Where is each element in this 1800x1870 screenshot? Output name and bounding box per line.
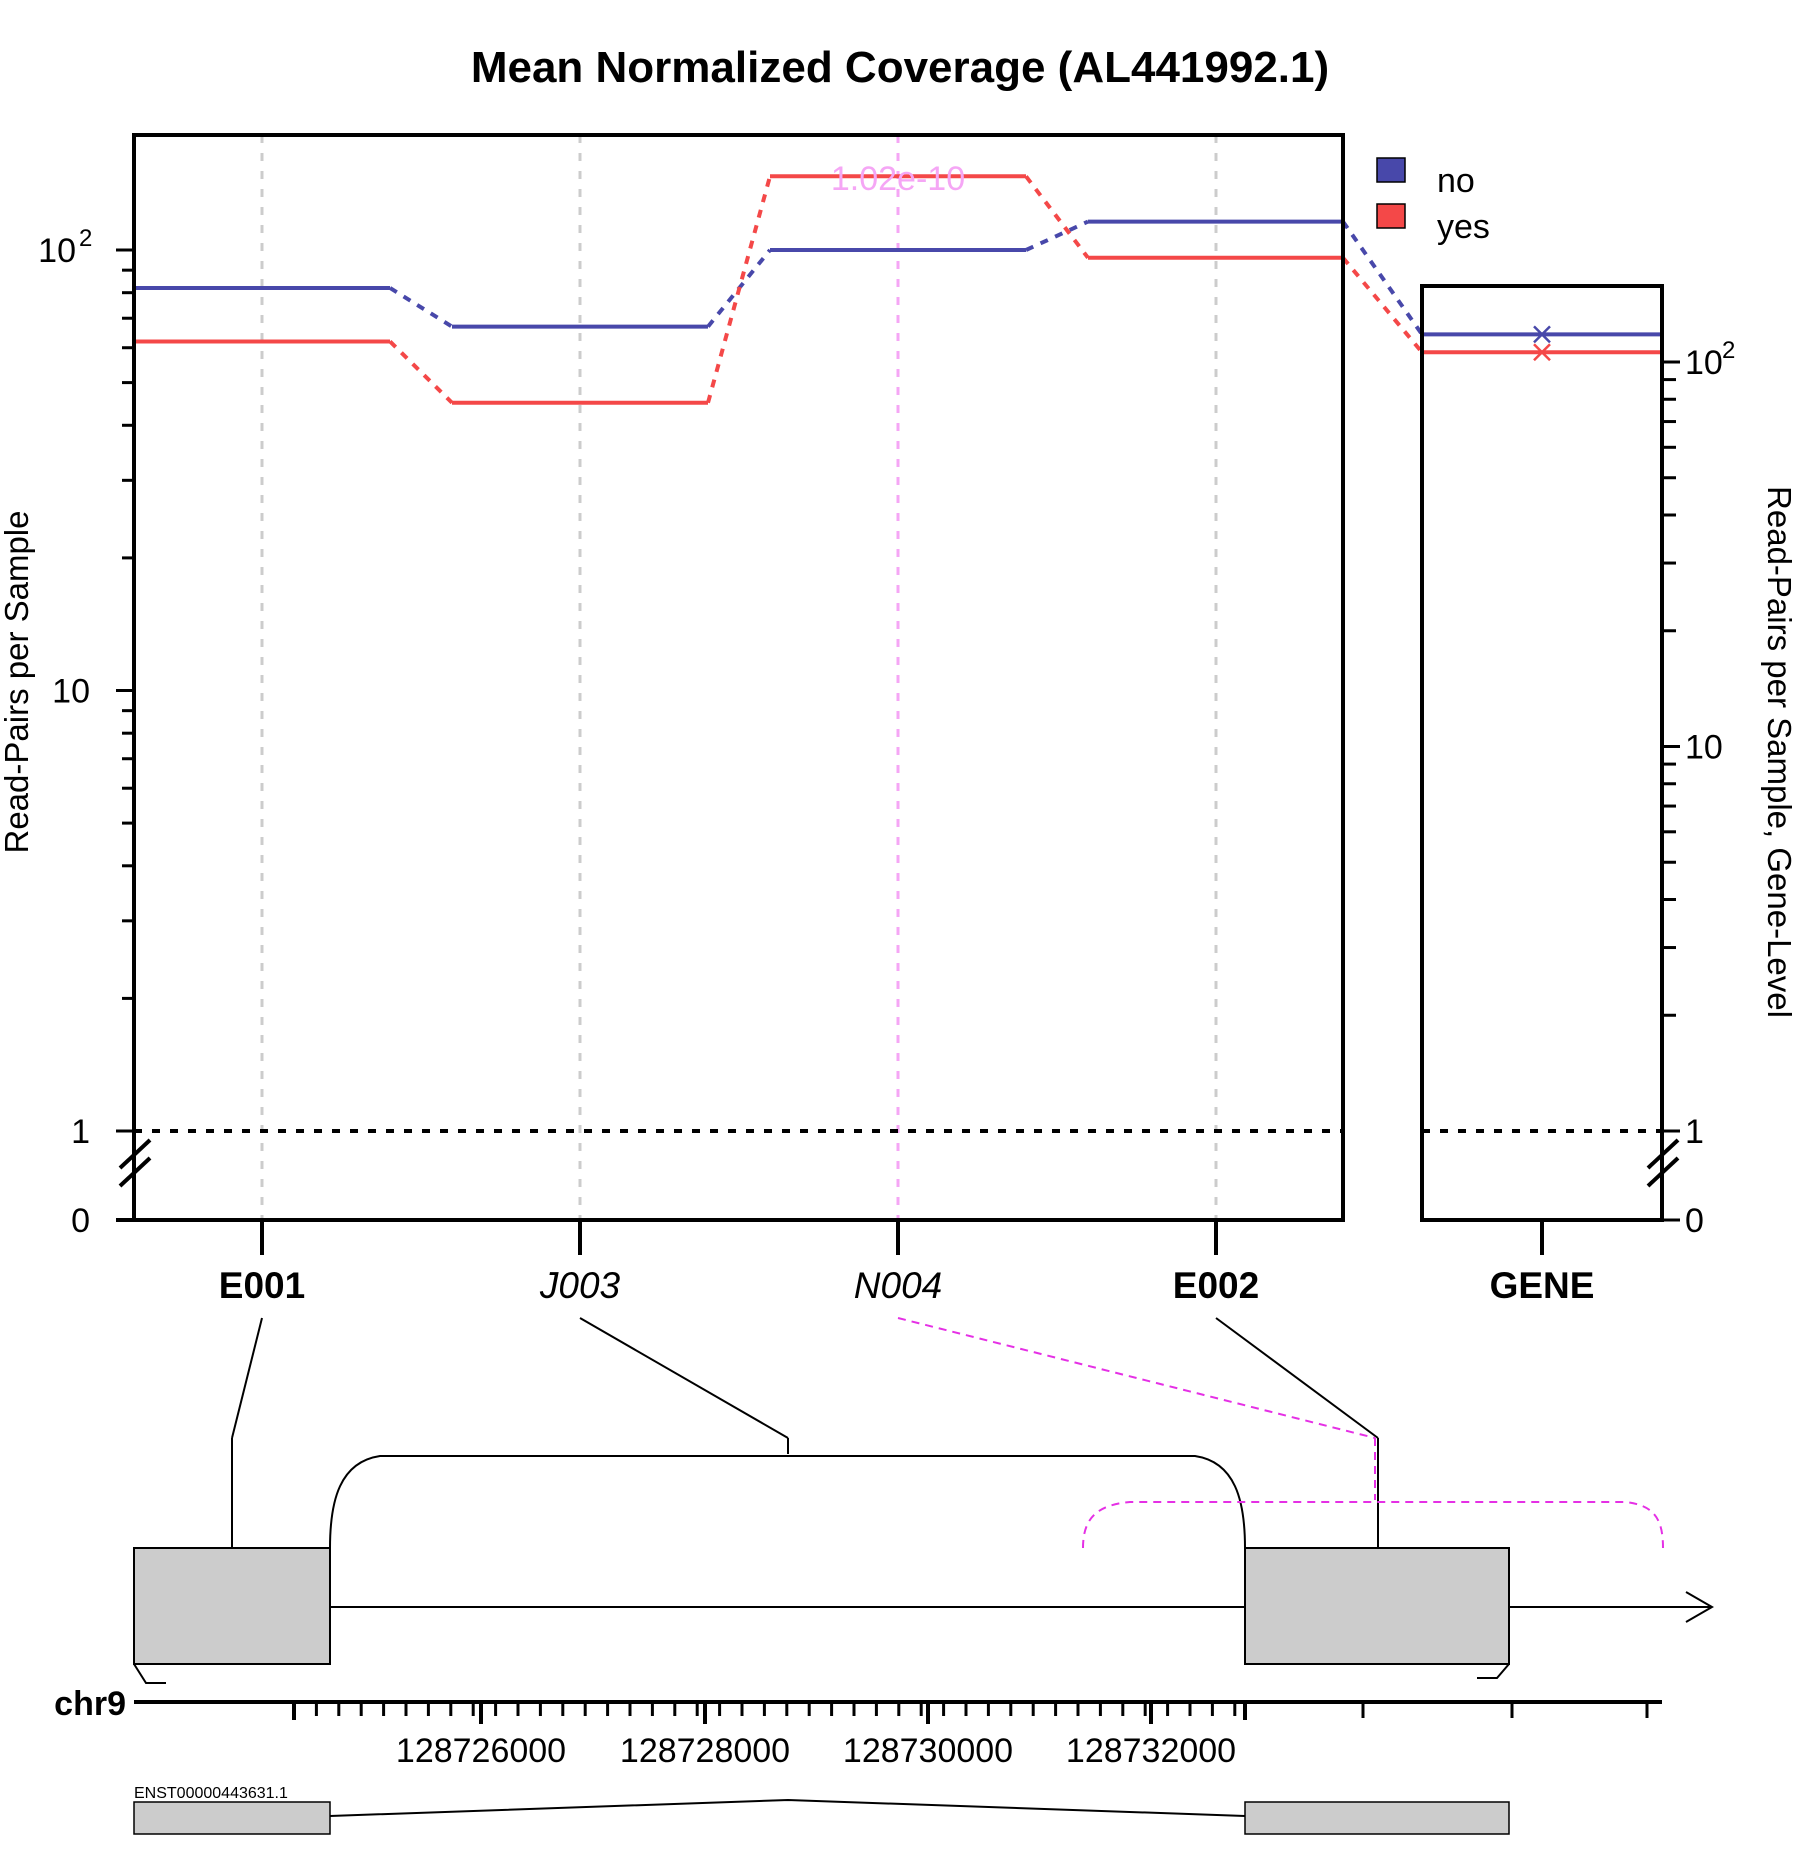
- transcript-exon-2: [1244, 1801, 1510, 1835]
- exon-corner-mark: [1477, 1663, 1510, 1679]
- axis-break: [118, 1138, 152, 1170]
- axis-break-right: [1646, 1138, 1680, 1170]
- pvalue-annotation: 1.02e-10: [831, 160, 965, 198]
- transcript-intron: [329, 1798, 1246, 1817]
- gene-point-yes: [1533, 343, 1551, 362]
- transcript-exon-1: [133, 1801, 331, 1835]
- y2-tick-label: 10: [1685, 729, 1723, 767]
- legend-swatch-no: [1376, 157, 1406, 183]
- series-yes-connector: [1024, 175, 1090, 260]
- genome-tick-label: 128730000: [843, 1732, 1013, 1770]
- y2-tick-label-sup: 2: [1722, 337, 1735, 364]
- link-n004: [897, 1317, 1376, 1439]
- link-e002: [1215, 1317, 1379, 1439]
- feature-label-e002: E002: [1173, 1265, 1259, 1306]
- legend: no yes: [1376, 157, 1490, 246]
- genome-axis: chr9 128726000 128728000 128730000 128732000: [54, 1685, 1662, 1770]
- exon-e002: [1244, 1547, 1510, 1665]
- link-j003: [579, 1317, 789, 1439]
- transcript-label: ENST00000443631.1: [134, 1785, 288, 1802]
- feature-label-n004: N004: [854, 1265, 942, 1306]
- y-tick-label-sup: 2: [79, 225, 92, 252]
- gene-structure-panel: [133, 1317, 1715, 1684]
- junction-arc-j003: [329, 1455, 1246, 1549]
- y2-tick-label: 1: [1685, 1113, 1704, 1151]
- series-no-connector: [1025, 219, 1089, 252]
- exon-corner-mark: [133, 1663, 166, 1684]
- y-tick-label: 1: [71, 1113, 90, 1151]
- series-yes-gene-connector: [1341, 256, 1424, 354]
- axis-break-right: [1646, 1156, 1680, 1188]
- link-e001: [231, 1317, 263, 1439]
- y2-tick-label: 10: [1685, 344, 1723, 382]
- legend-label-yes: yes: [1437, 208, 1490, 246]
- chromosome-label: chr9: [54, 1685, 126, 1723]
- series-no-connector: [388, 286, 454, 329]
- y-axis-label-right: Read-Pairs per Sample, Gene-Level: [1761, 486, 1798, 1018]
- y2-tick-label: 0: [1685, 1202, 1704, 1240]
- gene-label: GENE: [1490, 1265, 1595, 1306]
- y-tick-label: 10: [38, 232, 76, 270]
- feature-label-e001: E001: [219, 1265, 305, 1306]
- gene-point-no: [1533, 325, 1551, 344]
- y-tick-label: 0: [71, 1202, 90, 1240]
- legend-label-no: no: [1437, 162, 1475, 200]
- gene-panel-frame: [1420, 284, 1664, 1222]
- series-yes-connector: [388, 340, 454, 405]
- feature-label-j003: J003: [539, 1265, 621, 1306]
- chart-title: Mean Normalized Coverage (AL441992.1): [471, 43, 1329, 92]
- genome-tick-label: 128732000: [1066, 1732, 1236, 1770]
- axis-break: [118, 1156, 152, 1188]
- junction-arc-n004: [1082, 1501, 1664, 1549]
- y-tick-label: 10: [52, 673, 90, 711]
- main-panel-frame: [132, 133, 1345, 1222]
- series-yes-connector: [706, 175, 772, 404]
- y-axis-label: Read-Pairs per Sample: [0, 511, 35, 854]
- series-no-gene-connector: [1341, 220, 1424, 336]
- legend-swatch-yes: [1376, 203, 1406, 229]
- strand-arrow-icon: [1685, 1591, 1715, 1623]
- genome-tick-label: 128726000: [396, 1732, 566, 1770]
- transcript-track: ENST00000443631.1: [133, 1785, 1510, 1835]
- genome-tick-label: 128728000: [620, 1732, 790, 1770]
- exon-e001: [133, 1547, 331, 1665]
